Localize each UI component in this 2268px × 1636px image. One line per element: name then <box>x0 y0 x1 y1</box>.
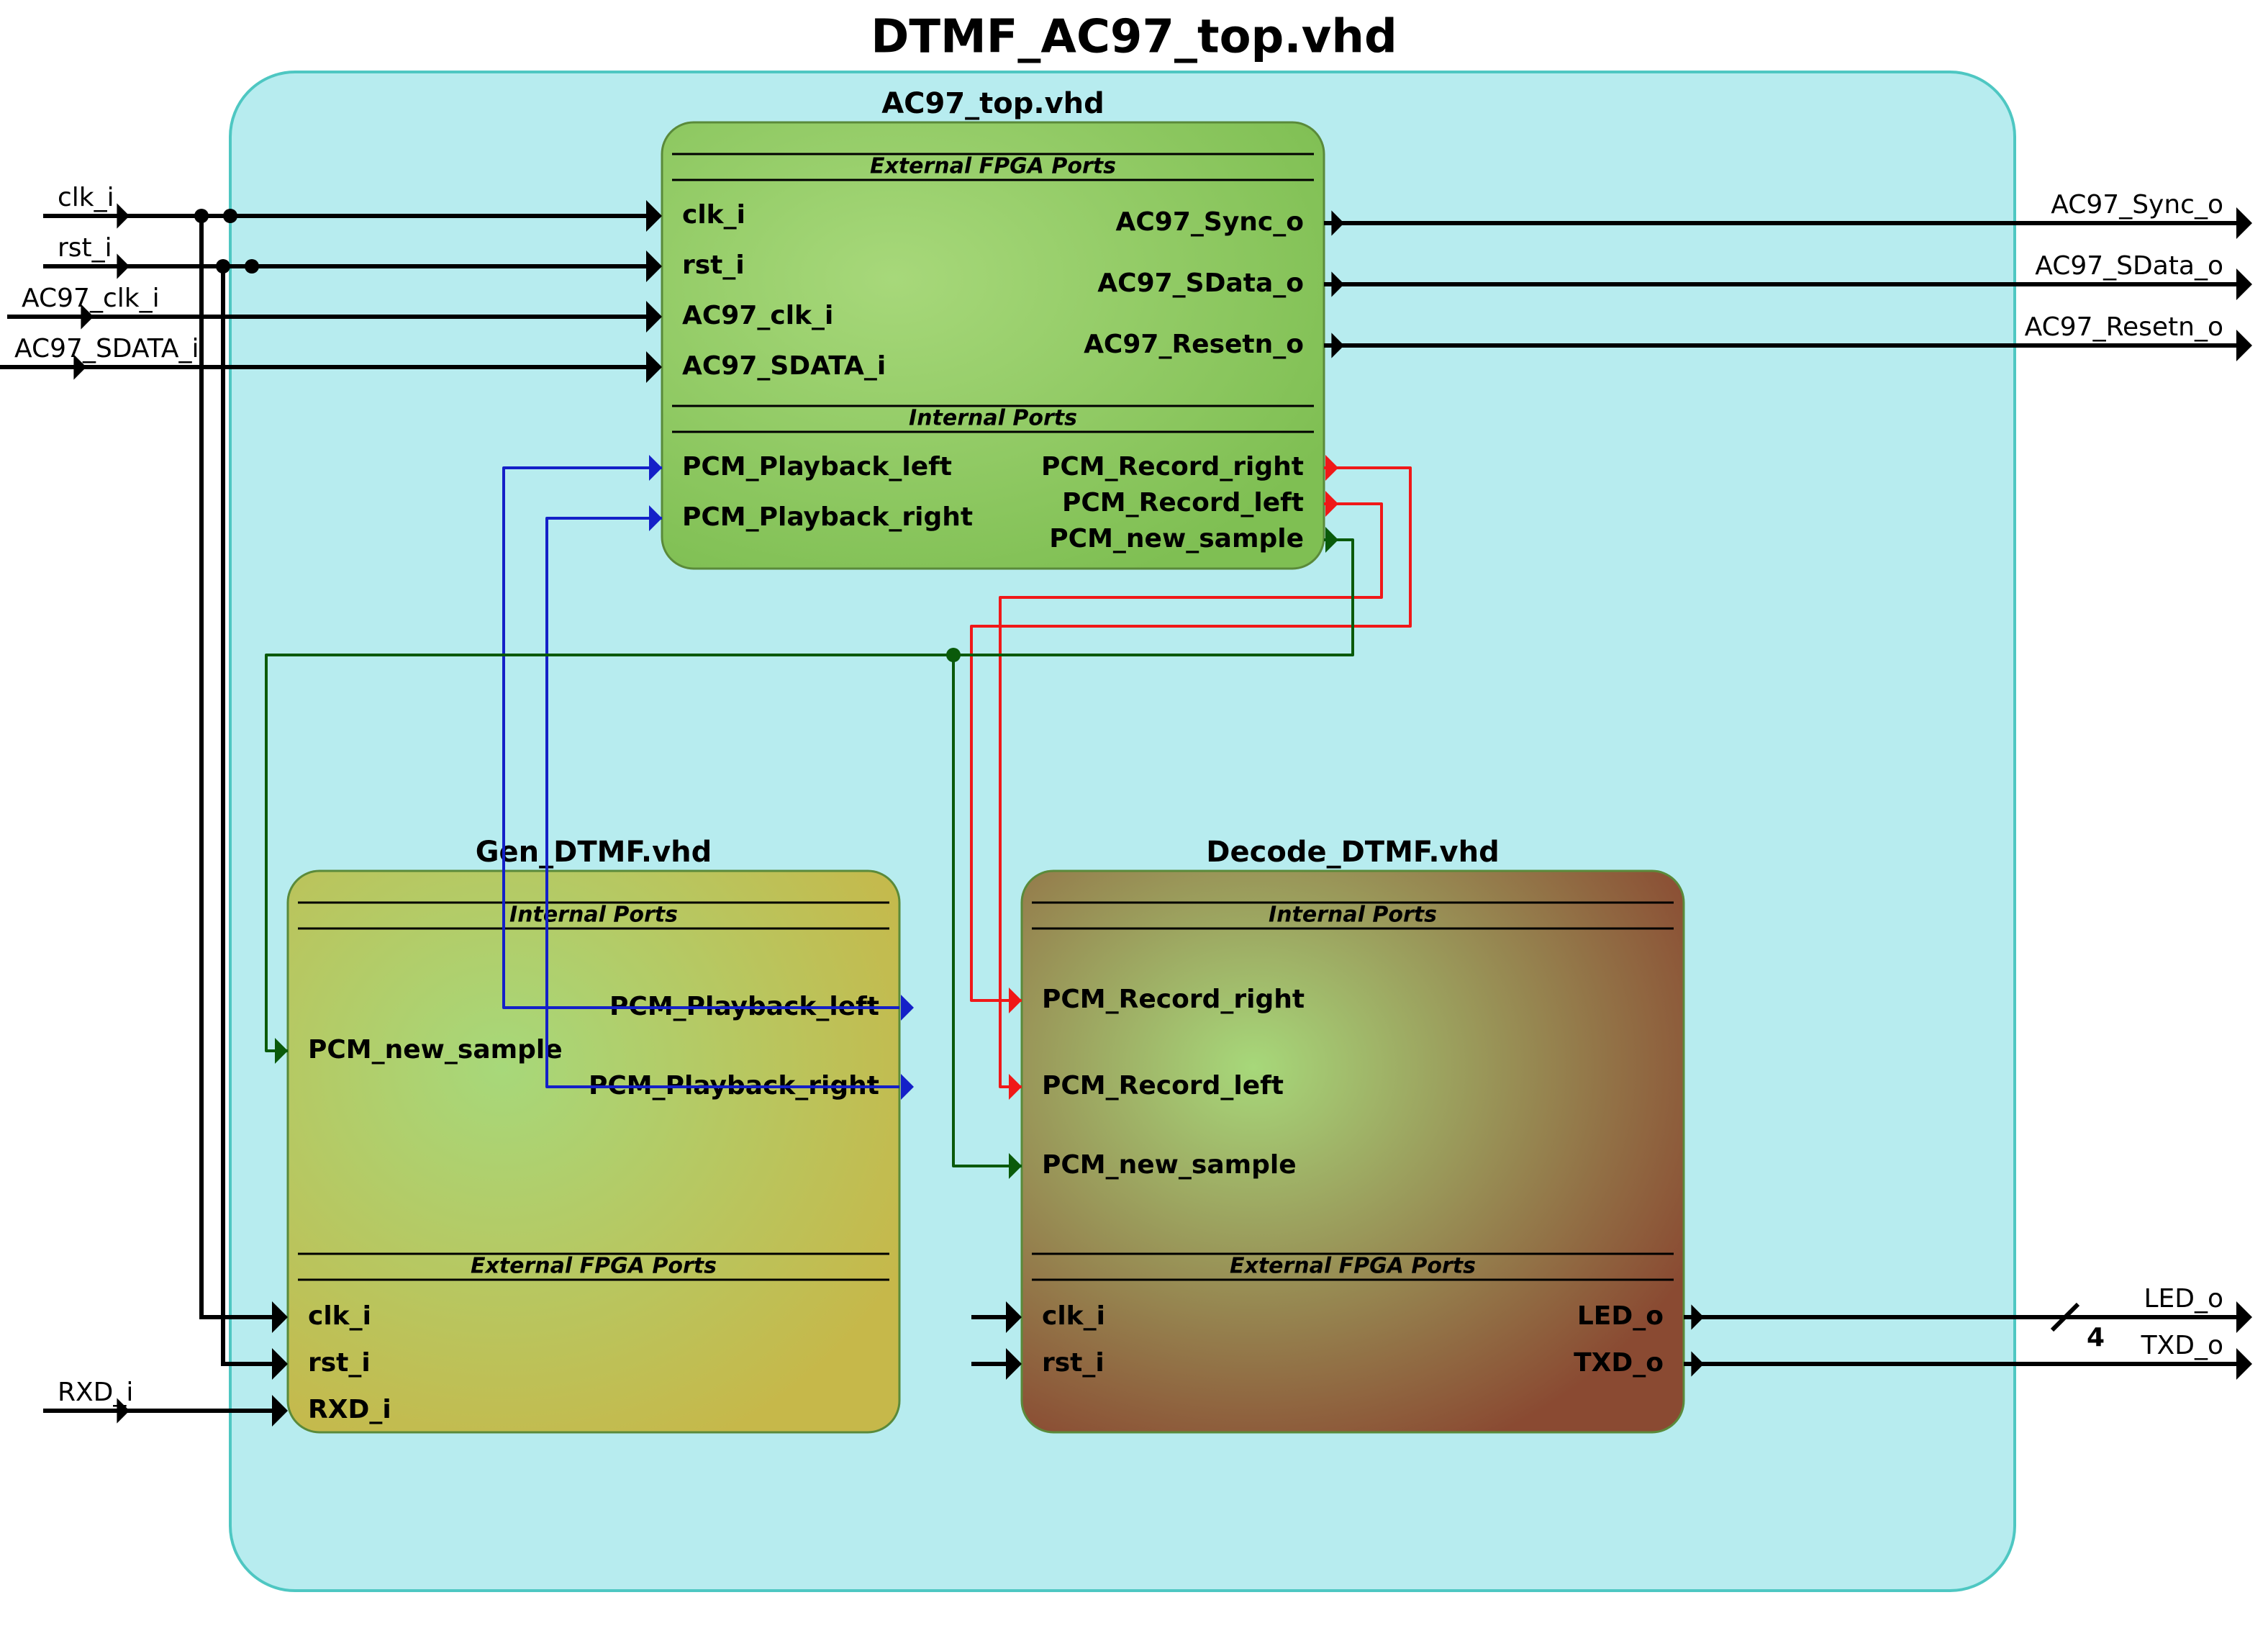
external-output-label: AC97_Resetn_o <box>2025 312 2223 342</box>
section-label: Internal Ports <box>509 903 678 928</box>
label: AC97_Sync_o <box>1116 207 1304 237</box>
label: clk_i <box>1042 1301 1105 1331</box>
label: PCM_new_sample <box>308 1035 563 1065</box>
label: AC97_Resetn_o <box>1084 330 1304 359</box>
label: AC97_SData_o <box>1097 268 1304 298</box>
arrowhead <box>2236 268 2252 300</box>
label: LED_o <box>1577 1301 1664 1331</box>
junction-dot <box>946 648 961 662</box>
arrowhead <box>2236 1348 2252 1380</box>
label: PCM_Record_right <box>1042 985 1305 1014</box>
gen-title: Gen_DTMF.vhd <box>476 836 712 869</box>
label: PCM_Record_right <box>1041 452 1304 482</box>
gen-block <box>288 871 899 1432</box>
label: rst_i <box>1042 1348 1104 1378</box>
label: rst_i <box>682 250 745 280</box>
label: PCM_new_sample <box>1049 524 1304 553</box>
label: PCM_new_sample <box>1042 1150 1297 1180</box>
external-output-label: AC97_Sync_o <box>2051 190 2223 220</box>
label: PCM_Playback_right <box>682 502 973 532</box>
external-output-label: TXD_o <box>2141 1331 2223 1360</box>
label: PCM_Record_left <box>1062 488 1304 518</box>
external-output-label: AC97_SData_o <box>2035 251 2223 281</box>
label: 4 <box>2087 1323 2105 1352</box>
arrowhead <box>117 253 130 279</box>
external-input-label: rst_i <box>58 233 112 263</box>
arrowhead <box>2236 1301 2252 1333</box>
arrowhead <box>117 203 130 228</box>
external-input-label: AC97_SDATA_i <box>14 334 199 363</box>
section-label: Internal Ports <box>909 406 1077 431</box>
label: clk_i <box>308 1301 371 1331</box>
arrowhead <box>2236 207 2252 239</box>
junction-dot <box>223 209 237 223</box>
label: AC97_SDATA_i <box>682 351 886 381</box>
label: TXD_o <box>1574 1348 1664 1378</box>
label: RXD_i <box>308 1395 391 1424</box>
diagram-title: DTMF_AC97_top.vhd <box>871 11 1397 64</box>
dec-title: Decode_DTMF.vhd <box>1206 836 1499 869</box>
section-label: External FPGA Ports <box>1230 1254 1476 1279</box>
junction-dot <box>245 259 259 274</box>
ac97-title: AC97_top.vhd <box>881 87 1104 120</box>
external-output-label: LED_o <box>2144 1284 2223 1314</box>
external-input-label: clk_i <box>58 183 114 212</box>
section-label: Internal Ports <box>1269 903 1437 928</box>
external-input-label: AC97_clk_i <box>22 284 160 313</box>
label: clk_i <box>682 200 745 230</box>
section-label: External FPGA Ports <box>471 1254 717 1279</box>
dtmf-ac97-top-diagram: DTMF_AC97_top.vhd AC97_top.vhd External FP… <box>0 0 2268 1636</box>
external-input-label: RXD_i <box>58 1378 133 1407</box>
label: rst_i <box>308 1348 371 1378</box>
label: AC97_clk_i <box>682 301 833 330</box>
arrowhead <box>2236 330 2252 361</box>
section-label: External FPGA Ports <box>870 154 1116 179</box>
label: PCM_Record_left <box>1042 1071 1284 1101</box>
label: PCM_Playback_left <box>682 452 952 482</box>
